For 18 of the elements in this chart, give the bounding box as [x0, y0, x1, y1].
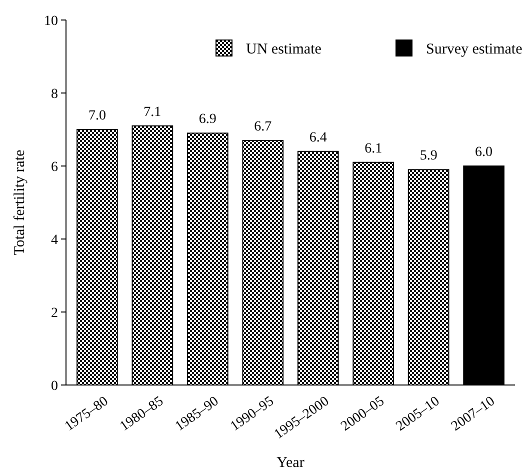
data-label: 6.7 — [254, 119, 272, 134]
y-tick-label: 0 — [51, 378, 58, 394]
data-label: 6.4 — [309, 130, 327, 146]
y-axis-title: Total fertility rate — [12, 149, 28, 256]
legend-label: UN estimate — [246, 41, 322, 58]
y-tick-label: 8 — [51, 86, 58, 102]
data-label: 7.0 — [88, 108, 106, 124]
y-tick-label: 2 — [51, 306, 58, 321]
data-label: 6.0 — [475, 145, 493, 160]
data-label: 6.1 — [364, 141, 382, 156]
legend-label: Survey estimate — [426, 41, 523, 58]
data-label: 6.9 — [198, 112, 216, 128]
data-label: 5.9 — [420, 148, 438, 164]
data-label: 7.1 — [144, 104, 162, 120]
y-tick-label: 6 — [51, 160, 58, 175]
y-tick-label: 10 — [44, 14, 58, 29]
y-tick-label: 4 — [51, 232, 58, 248]
x-axis-title: Year — [276, 455, 304, 471]
